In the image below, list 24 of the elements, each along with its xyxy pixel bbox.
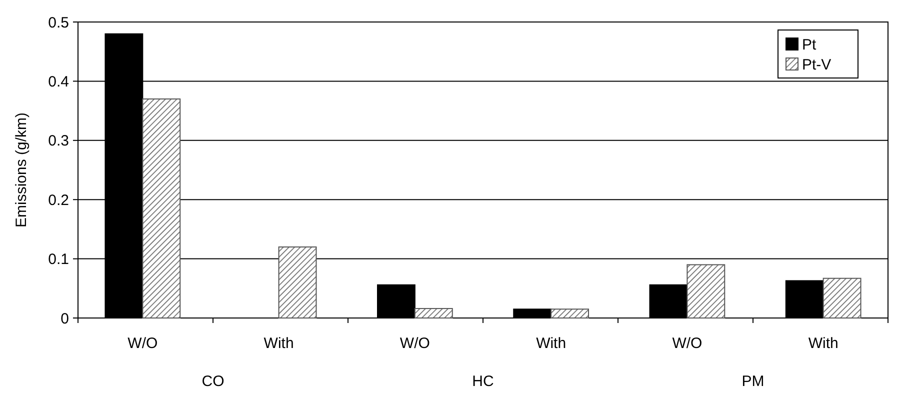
bar (822, 278, 862, 318)
text: HC (472, 373, 494, 390)
y-tick-label: 0.1 (48, 251, 69, 268)
bar (278, 246, 317, 318)
x-tick-label: W/O (128, 335, 158, 352)
x-tick-label: W/O (672, 335, 702, 352)
legend-label: Pt (802, 36, 818, 54)
y-tick-label: 0.2 (48, 192, 69, 209)
bar (550, 308, 590, 318)
x-tick-label: With (536, 335, 566, 352)
bar (142, 98, 181, 318)
y-tick-label: 0 (60, 310, 69, 328)
y-tick-label: 0.3 (48, 132, 69, 150)
bar (414, 308, 453, 318)
x-tick-label: W/O (400, 335, 430, 352)
y-axis-title: Emissions (g/km) (13, 112, 30, 228)
legend-label: Pt-V (802, 56, 832, 74)
x-tick-label: With (264, 335, 294, 352)
bar (686, 264, 726, 318)
x-tick-label: With (808, 335, 838, 352)
text: PM (742, 373, 764, 390)
text: CO (202, 373, 224, 390)
y-tick-label: 0.4 (48, 73, 69, 90)
y-tick-label: 0.5 (48, 14, 69, 32)
